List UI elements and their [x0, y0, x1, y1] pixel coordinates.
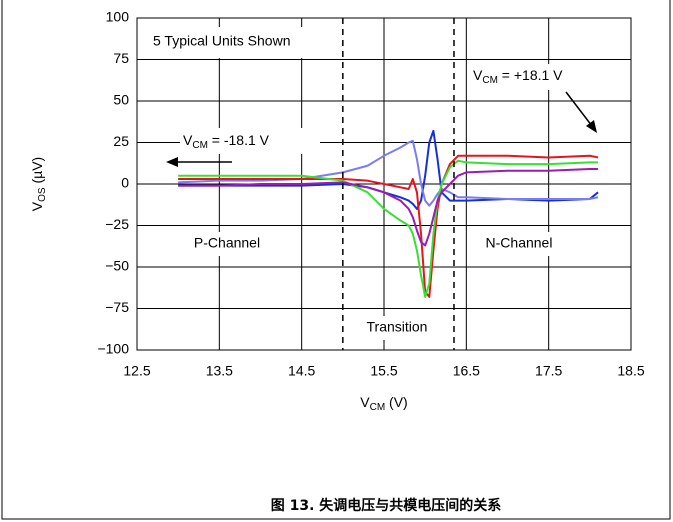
x-tick-label: 15.5 — [370, 363, 397, 379]
annotation: P-Channel — [194, 235, 260, 251]
arrow-head — [166, 157, 178, 167]
x-axis-label: VCM (V) — [360, 394, 407, 413]
series-line — [178, 159, 599, 298]
region-bounds — [342, 18, 455, 350]
y-tick-label: 0 — [121, 175, 129, 191]
annotation-bg — [180, 128, 320, 154]
annotation-bg — [352, 316, 440, 340]
text-part: V — [29, 201, 45, 211]
y-tick-label: 50 — [113, 92, 129, 108]
arrow — [565, 91, 593, 127]
text-part: V — [360, 394, 370, 410]
annotation: 5 Typical Units Shown — [153, 33, 290, 49]
text-part: V — [183, 132, 193, 148]
text-sub: CM — [482, 75, 498, 86]
y-tick-label: −25 — [105, 216, 129, 232]
text-sub: CM — [192, 140, 208, 151]
y-tick-label: −50 — [105, 258, 129, 274]
annotation-bg — [185, 232, 271, 256]
annotation-bg — [145, 27, 340, 58]
lines — [178, 129, 599, 298]
x-tick-label: 12.5 — [123, 363, 150, 379]
text-part: (µV) — [29, 157, 45, 188]
x-tick-label: 16.5 — [453, 363, 480, 379]
text-sub: OS — [37, 187, 48, 202]
text-part: V — [473, 67, 483, 83]
plot-border — [136, 17, 632, 351]
arrow-head — [586, 120, 597, 133]
x-tick-label: 13.5 — [206, 363, 233, 379]
text-part: (V) — [385, 394, 408, 410]
annotation-bg — [470, 64, 615, 90]
y-tick-label: 100 — [106, 9, 130, 25]
series-line — [178, 154, 599, 298]
annotation: VCM = +18.1 V — [473, 67, 563, 86]
annotation: N-Channel — [486, 235, 553, 251]
series-line — [178, 168, 599, 247]
annotation-bg — [474, 232, 564, 256]
y-tick-label: −75 — [105, 299, 129, 315]
y-tick-label: 25 — [113, 133, 129, 149]
text-part: = +18.1 V — [498, 67, 563, 83]
y-tick-label: −100 — [97, 341, 129, 357]
series-line — [178, 139, 599, 207]
x-tick-label: 14.5 — [288, 363, 315, 379]
text-sub: CM — [370, 402, 386, 413]
y-axis-label: VOS (µV) — [29, 157, 48, 211]
annotation: VCM = -18.1 V — [183, 132, 270, 151]
caption: 图 13. 失调电压与共模电压间的关系 — [271, 497, 502, 514]
annotation: Transition — [367, 319, 428, 335]
x-tick-label: 17.5 — [535, 363, 562, 379]
y-tick-label: 75 — [113, 50, 129, 66]
text-part: = -18.1 V — [208, 132, 270, 148]
x-tick-label: 18.5 — [617, 363, 644, 379]
